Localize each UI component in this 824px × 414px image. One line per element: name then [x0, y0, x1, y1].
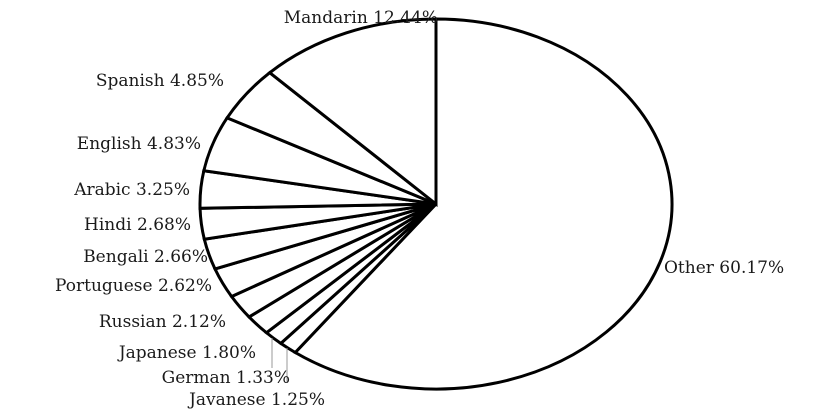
label-other: Other 60.17% — [664, 258, 784, 278]
label-german: German 1.33% — [162, 368, 290, 388]
label-javanese: Javanese 1.25% — [187, 390, 325, 410]
label-mandarin: Mandarin 12.44% — [284, 8, 438, 28]
slice-labels: Other 60.17% Javanese 1.25% German 1.33%… — [55, 8, 784, 410]
label-spanish: Spanish 4.85% — [96, 71, 224, 91]
label-bengali: Bengali 2.66% — [83, 247, 208, 267]
slice-other — [292, 17, 674, 391]
label-leader-lines — [271, 338, 288, 382]
label-portuguese: Portuguese 2.62% — [55, 276, 212, 296]
label-arabic: Arabic 3.25% — [73, 180, 190, 200]
slice-mandarin — [267, 17, 438, 208]
label-english: English 4.83% — [77, 134, 201, 154]
label-hindi: Hindi 2.68% — [84, 215, 191, 235]
label-japanese: Japanese 1.80% — [117, 343, 256, 363]
pie-slices — [198, 17, 674, 391]
label-russian: Russian 2.12% — [99, 312, 226, 332]
